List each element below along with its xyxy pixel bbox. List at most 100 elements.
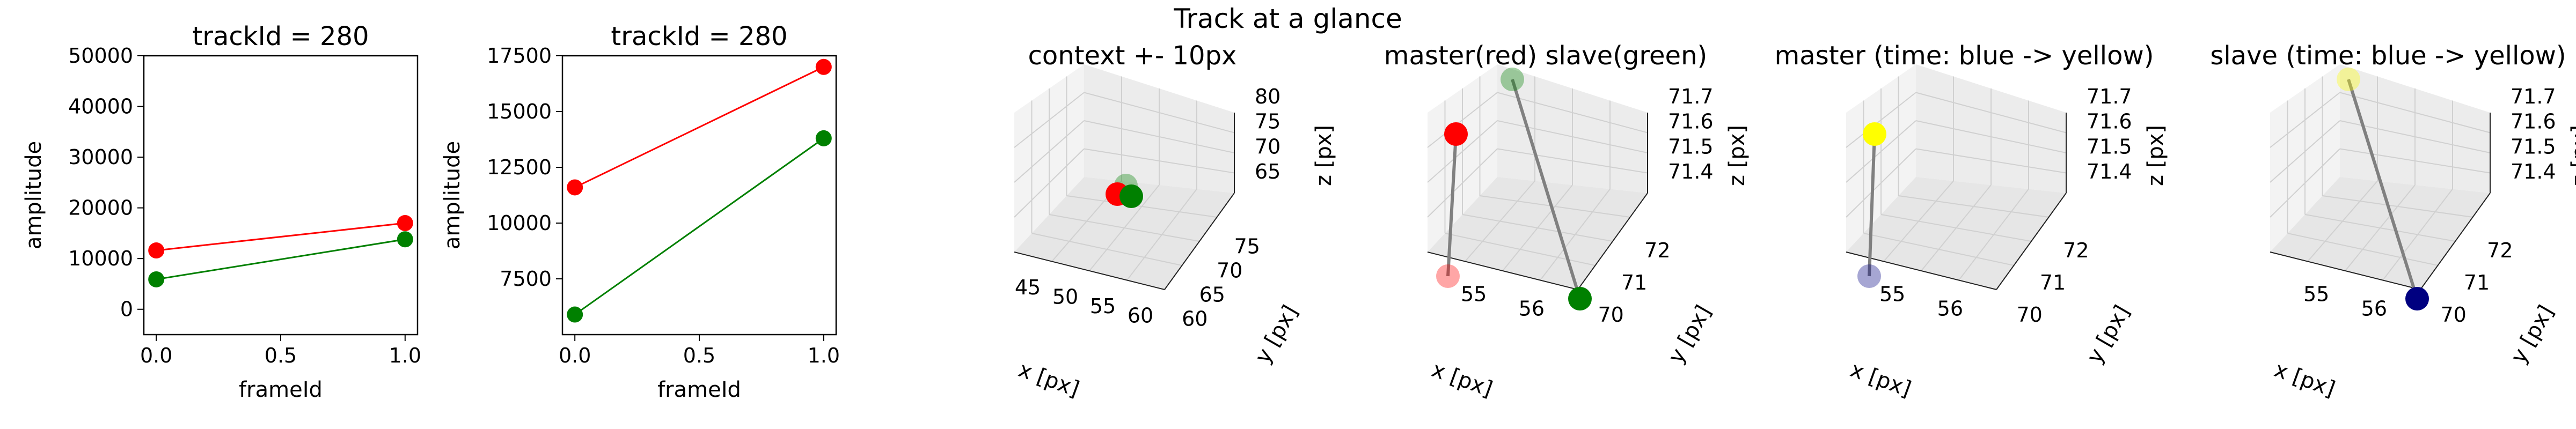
plot-frame <box>143 55 419 336</box>
z-tick-label: 71.6 <box>1668 110 1714 134</box>
y-tick-label: 70 <box>2016 303 2042 327</box>
data-point <box>567 306 583 323</box>
axis-line <box>2420 193 2491 290</box>
pane-floor <box>1428 177 1648 290</box>
plot-frame <box>561 55 837 336</box>
z-axis-label: z [px] <box>1312 125 1336 186</box>
data-point-3d <box>1863 122 1886 146</box>
axis-line <box>1996 193 2067 290</box>
x-tick-label: 56 <box>1519 297 1545 320</box>
axis-line <box>1427 252 1578 290</box>
data-point-3d <box>1436 264 1460 288</box>
z-tick-label: 80 <box>1255 85 1280 108</box>
x-tick-label: 1.0 <box>389 344 421 367</box>
z-tick-label: 71.6 <box>2087 110 2132 134</box>
x-tick-label: 55 <box>1879 283 1905 306</box>
grid-line <box>1915 92 2067 134</box>
x-tick-label: 0.0 <box>140 344 172 367</box>
grid-line <box>1126 188 1197 281</box>
x-axis-label: frameId <box>657 378 741 402</box>
chart-title: trackId = 280 <box>192 21 369 51</box>
y-tick-label: 70 <box>1217 259 1242 283</box>
y-tick-label: 30000 <box>68 145 133 169</box>
track-line <box>1868 134 1876 277</box>
line-chart-2: trackId = 280 0.0 0.5 1.0 7500 10000 12500 1500… <box>440 21 840 402</box>
series-line <box>574 137 824 315</box>
grid-line <box>1480 195 1630 218</box>
z-tick-label: 71.5 <box>2511 135 2556 158</box>
chart-title: master(red) slave(green) <box>1384 41 1707 71</box>
y-tick-label: 71 <box>2464 271 2490 294</box>
grid-line <box>1084 92 1235 134</box>
y-tick-label: 72 <box>2063 239 2089 262</box>
z-tick-label: 71.4 <box>1668 160 1714 183</box>
pane-floor <box>2270 177 2490 290</box>
x-tick-label: 55 <box>1461 283 1487 306</box>
grid-line <box>1427 92 1498 148</box>
data-point-3d <box>1857 264 1881 288</box>
z-tick-label: 65 <box>1255 160 1280 183</box>
grid-line <box>1089 184 1160 271</box>
x-axis-label: x [px] <box>1847 357 1914 402</box>
y-tick-label: 72 <box>1644 239 1670 262</box>
x-axis-label: x [px] <box>2271 357 2338 402</box>
axis-line <box>1164 193 1235 290</box>
x-tick-label: 55 <box>2303 283 2329 306</box>
z-tick-label: 71.7 <box>1668 85 1714 108</box>
y-tick-label: 12500 <box>487 156 552 179</box>
data-point <box>148 242 165 259</box>
series-line <box>574 66 824 188</box>
y-tick-label: 20000 <box>68 196 133 220</box>
data-point-3d <box>1568 287 1592 310</box>
grid-line <box>2270 92 2340 148</box>
z-tick-label: 71.6 <box>2511 110 2556 134</box>
x-tick-label: 56 <box>1937 297 1963 320</box>
z-tick-label: 71.7 <box>2087 85 2132 108</box>
x-tick-label: 0.5 <box>265 344 297 367</box>
y-tick-label: 70 <box>2440 303 2466 327</box>
y-tick-label: 50000 <box>68 44 133 68</box>
data-point-3d <box>2405 287 2429 310</box>
data-point-3d <box>1501 68 1524 91</box>
y-axis-label: amplitude <box>21 141 46 249</box>
grid-line <box>1014 92 1085 148</box>
grid-line <box>1846 92 1916 148</box>
x-tick-label: 55 <box>1090 294 1116 318</box>
x-tick-label: 45 <box>1015 276 1041 299</box>
figure-suptitle: Track at a glance <box>1173 3 1402 34</box>
series-line <box>156 222 405 252</box>
chart-title: slave (time: blue -> yellow) <box>2210 41 2566 71</box>
y-tick-label: 75 <box>1234 235 1260 258</box>
data-point <box>397 231 413 248</box>
line-chart-1: trackId = 280 0.0 0.5 1.0 0 10000 20000 30000 40… <box>21 21 421 402</box>
grid-line <box>1066 195 1217 218</box>
x-tick-label: 0.5 <box>683 344 715 367</box>
y-axis-label: y [px] <box>2082 301 2135 367</box>
grid-line <box>1921 184 1992 271</box>
y-tick-label: 0 <box>120 298 133 321</box>
y-tick-label: 71 <box>2040 271 2066 294</box>
3d-chart-4: slave (time: blue -> yellow) 71.471.571.6… <box>2210 41 2576 402</box>
data-point <box>397 215 413 231</box>
x-tick-label: 60 <box>1128 304 1153 327</box>
z-tick-label: 71.4 <box>2511 160 2556 183</box>
3d-chart-2: master(red) slave(green) 71.471.571.671.7… <box>1384 41 1750 402</box>
y-tick-label: 72 <box>2487 239 2513 262</box>
track-line <box>1511 79 1582 299</box>
grid-line <box>1497 92 1648 134</box>
y-tick-label: 65 <box>1199 283 1225 307</box>
data-point <box>148 271 165 287</box>
grid-line <box>2339 92 2491 134</box>
data-point <box>567 179 583 196</box>
series-line <box>156 238 406 280</box>
pane-floor <box>1846 177 2066 290</box>
chart-title: context +- 10px <box>1028 41 1237 71</box>
track-line <box>1446 134 1458 277</box>
y-tick-label: 17500 <box>487 44 552 68</box>
axis-line <box>2270 252 2421 290</box>
grid-line <box>1502 184 1573 271</box>
y-axis-label: y [px] <box>2506 301 2559 367</box>
x-axis-label: frameId <box>239 378 323 402</box>
